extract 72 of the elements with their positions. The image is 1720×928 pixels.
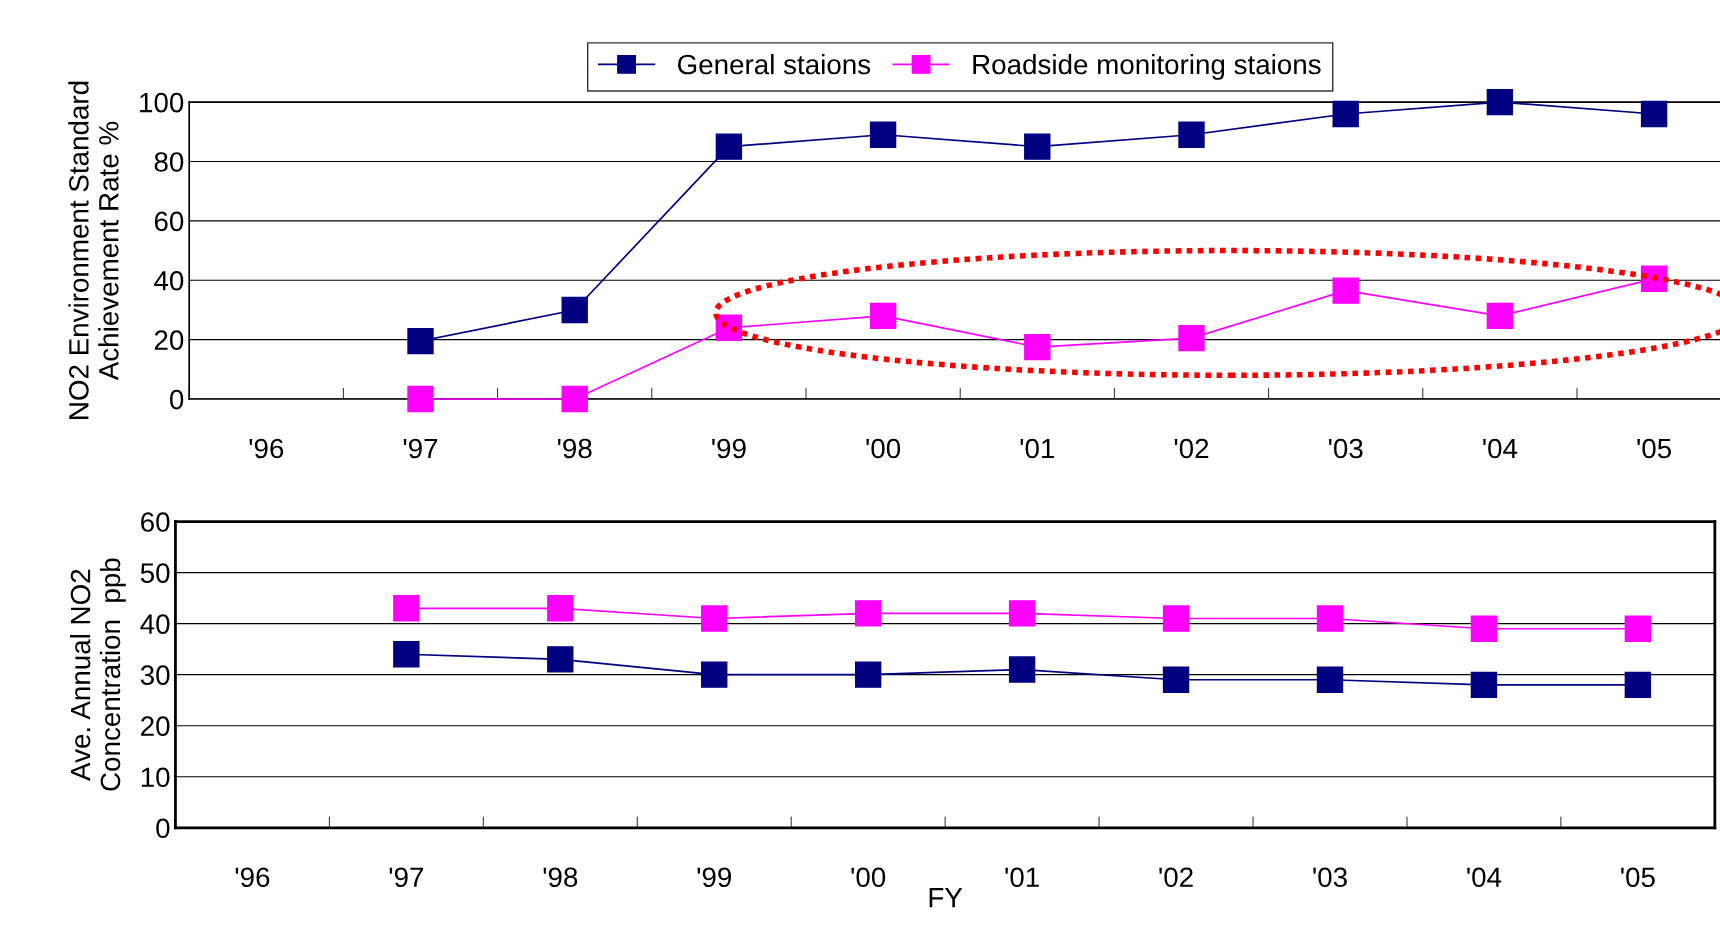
y-tick-label: 20 — [154, 330, 184, 350]
y-tick-label: 50 — [140, 563, 170, 583]
point — [1470, 615, 1498, 642]
x-tick-label: '01 — [1005, 867, 1039, 888]
x-tick-label: '96 — [235, 867, 270, 888]
y-tick-label: 30 — [140, 665, 170, 685]
point — [701, 605, 728, 632]
point — [561, 385, 588, 413]
y-tick-label: 0 — [156, 818, 170, 839]
point — [393, 595, 420, 622]
point — [1162, 605, 1190, 632]
point — [561, 296, 588, 324]
point — [407, 385, 434, 413]
point — [1332, 100, 1359, 128]
y-tick-label: 20 — [141, 716, 170, 737]
y-axis-title: Ave. Annual NO2 Concentration ppb — [69, 558, 126, 791]
y-tick-label: 40 — [140, 614, 170, 634]
point — [1486, 302, 1514, 330]
y-tick-label: 100 — [140, 92, 184, 113]
point — [1162, 666, 1190, 693]
x-tick-label: '02 — [1174, 438, 1209, 459]
point — [869, 121, 897, 148]
point — [1624, 615, 1652, 642]
point — [1024, 333, 1051, 361]
x-tick-label: '99 — [697, 867, 732, 888]
point — [1178, 324, 1205, 352]
point — [1008, 600, 1036, 627]
point — [1178, 121, 1205, 148]
point — [869, 302, 897, 330]
x-tick-label: '04 — [1467, 867, 1502, 888]
legend-label: General staions — [677, 53, 871, 75]
x-tick-label: '05 — [1621, 867, 1655, 888]
x-tick-label: '02 — [1159, 867, 1193, 888]
x-tick-label: '98 — [558, 438, 592, 459]
point — [1024, 133, 1051, 160]
point — [1008, 656, 1036, 683]
point — [1316, 666, 1344, 693]
x-tick-label: '03 — [1329, 438, 1363, 459]
point — [407, 327, 434, 355]
point — [547, 646, 574, 673]
y-axis-title: NO2 Environment Standard Achievement Rate % — [68, 81, 119, 419]
x-tick-label: '96 — [249, 438, 284, 459]
x-tick-label: '00 — [851, 867, 886, 888]
y-tick-label: 60 — [154, 211, 184, 232]
x-tick-label: '00 — [866, 438, 901, 459]
x-tick-label: '99 — [712, 438, 746, 459]
y-tick-label: 60 — [141, 512, 170, 532]
y-tick-label: 80 — [154, 152, 184, 172]
x-tick-label: '97 — [403, 438, 438, 459]
x-tick-label: '01 — [1020, 438, 1055, 459]
point — [1624, 671, 1652, 699]
x-tick-label: '97 — [389, 867, 424, 888]
y-tick-label: 0 — [169, 389, 184, 410]
point — [1316, 605, 1344, 632]
y-tick-label: 10 — [141, 767, 170, 788]
point — [393, 641, 420, 668]
x-tick-label: '04 — [1483, 438, 1518, 459]
point — [701, 661, 728, 688]
x-tick-label: '98 — [543, 867, 578, 888]
x-tick-label: '05 — [1637, 438, 1672, 459]
y-tick-label: 40 — [154, 270, 184, 291]
point — [854, 661, 882, 688]
point — [1332, 277, 1359, 304]
point — [547, 595, 574, 622]
x-tick-label: '03 — [1313, 867, 1347, 888]
point — [715, 133, 743, 160]
point — [1640, 100, 1668, 128]
x-axis-title: FY — [929, 888, 963, 908]
point — [1486, 88, 1514, 116]
point — [1470, 671, 1498, 699]
legend-label: Roadside monitoring staions — [973, 53, 1321, 80]
point — [854, 600, 882, 627]
